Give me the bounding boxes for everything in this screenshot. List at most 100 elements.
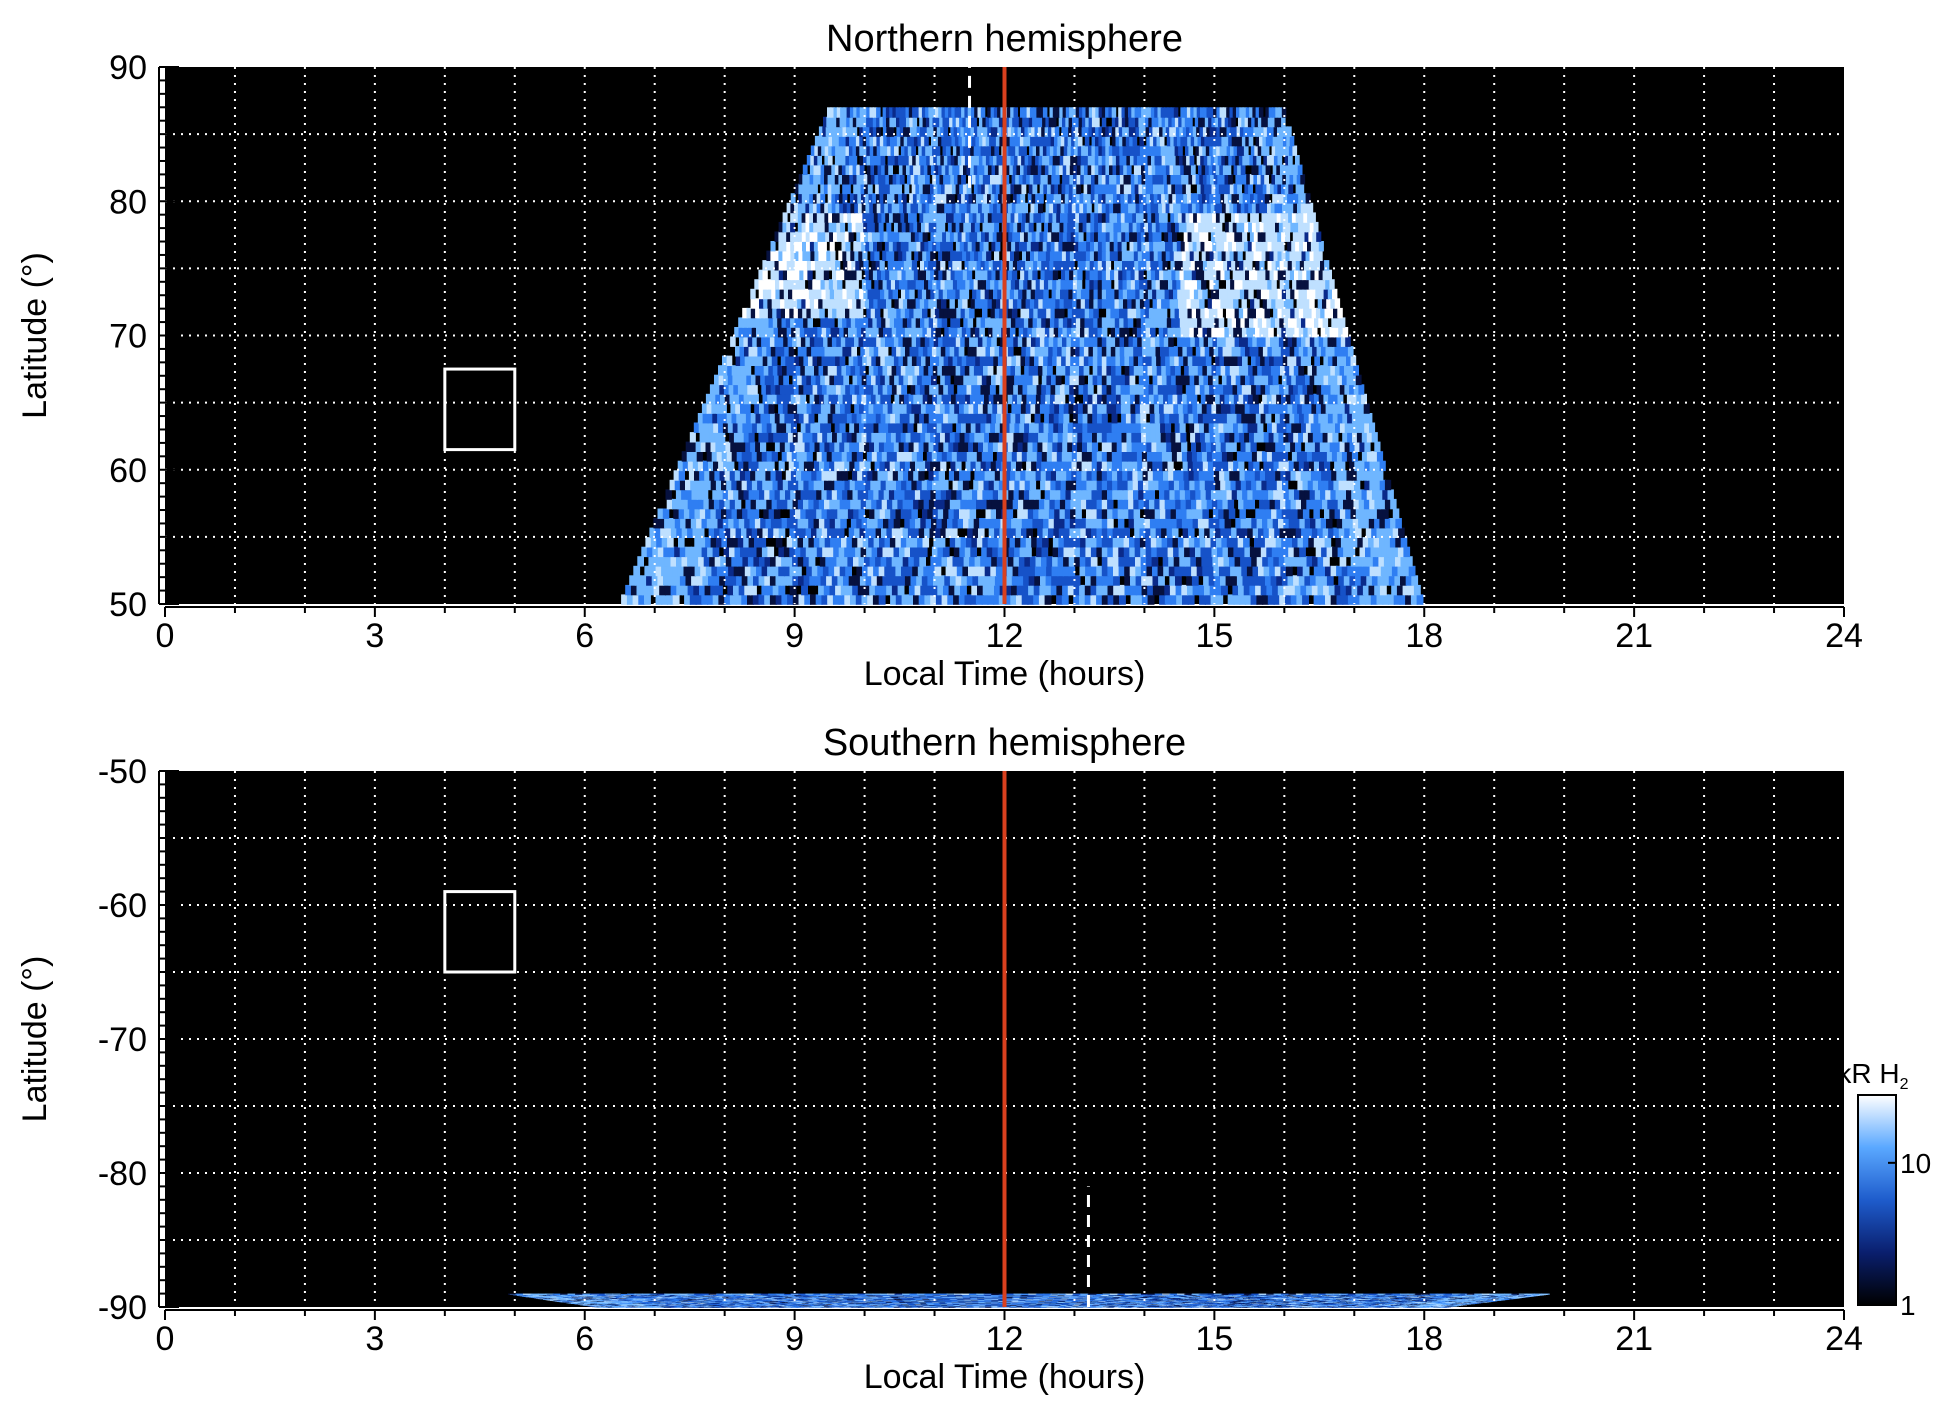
emission-cell bbox=[1133, 489, 1140, 500]
emission-cell bbox=[887, 470, 894, 481]
emission-cell bbox=[1346, 489, 1353, 500]
emission-cell bbox=[676, 527, 683, 538]
emission-cell bbox=[1130, 403, 1137, 414]
emission-cell bbox=[993, 432, 1000, 443]
emission-cell bbox=[893, 441, 900, 452]
emission-cell bbox=[854, 479, 862, 491]
emission-cell bbox=[1168, 479, 1175, 491]
emission-cell bbox=[821, 508, 828, 519]
emission-cell bbox=[753, 575, 760, 586]
emission-cell bbox=[1311, 527, 1319, 538]
emission-cell bbox=[1173, 403, 1180, 414]
emission-cell bbox=[879, 260, 885, 271]
emission-cell bbox=[1366, 489, 1374, 500]
emission-cell bbox=[1339, 422, 1346, 433]
emission-cell bbox=[722, 518, 730, 529]
emission-cell bbox=[973, 565, 981, 577]
emission-cell bbox=[727, 374, 734, 386]
emission-cell bbox=[747, 556, 755, 567]
emission-cell bbox=[1069, 518, 1077, 529]
emission-cell bbox=[831, 470, 838, 481]
emission-cell bbox=[1143, 479, 1150, 491]
emission-cell bbox=[825, 556, 832, 567]
emission-cell bbox=[1185, 565, 1193, 577]
emission-cell bbox=[800, 393, 807, 405]
emission-cell bbox=[987, 537, 995, 548]
emission-cell bbox=[1324, 460, 1331, 472]
emission-cell bbox=[1129, 355, 1135, 366]
emission-cell bbox=[1034, 355, 1040, 366]
emission-cell bbox=[1121, 422, 1128, 433]
emission-cell bbox=[726, 451, 733, 462]
emission-cell bbox=[1055, 374, 1062, 386]
emission-cell bbox=[1018, 498, 1025, 510]
emission-cell bbox=[1355, 575, 1362, 586]
emission-cell bbox=[1339, 317, 1346, 328]
emission-cell bbox=[845, 241, 851, 252]
emission-cell bbox=[936, 422, 943, 433]
emission-cell bbox=[730, 527, 737, 538]
emission-cell bbox=[1133, 508, 1141, 519]
emission-cell bbox=[1159, 413, 1166, 424]
emission-cell bbox=[753, 355, 760, 366]
emission-cell bbox=[911, 451, 918, 462]
emission-cell bbox=[1158, 393, 1165, 405]
emission-cell bbox=[1325, 422, 1332, 433]
emission-cell bbox=[947, 594, 955, 605]
emission-cell bbox=[1052, 441, 1059, 452]
emission-cell bbox=[888, 422, 895, 433]
emission-cell bbox=[1342, 327, 1349, 338]
emission-cell bbox=[1117, 489, 1124, 500]
emission-cell bbox=[958, 556, 965, 567]
emission-cell bbox=[1175, 432, 1182, 443]
emission-cell bbox=[1044, 594, 1052, 605]
emission-cell bbox=[1086, 451, 1093, 462]
emission-cell bbox=[1259, 498, 1266, 510]
emission-cell bbox=[1248, 498, 1255, 510]
emission-cell bbox=[975, 384, 982, 395]
emission-cell bbox=[714, 384, 721, 395]
emission-cell bbox=[1279, 527, 1287, 538]
emission-cell bbox=[1238, 365, 1245, 376]
emission-cell bbox=[1186, 575, 1193, 586]
emission-cell bbox=[940, 432, 947, 443]
emission-cell bbox=[1155, 527, 1163, 538]
emission-cell bbox=[986, 546, 994, 558]
emission-cell bbox=[808, 479, 815, 491]
emission-cell bbox=[1203, 575, 1210, 586]
emission-cell bbox=[1014, 374, 1020, 386]
emission-cell bbox=[970, 355, 977, 366]
emission-cell bbox=[1093, 307, 1099, 319]
emission-cell bbox=[995, 565, 1003, 577]
emission-cell bbox=[1361, 451, 1369, 462]
emission-cell bbox=[1144, 508, 1151, 519]
emission-cell bbox=[1244, 403, 1251, 414]
emission-cell bbox=[825, 422, 832, 433]
emission-cell bbox=[1320, 518, 1328, 529]
emission-cell bbox=[969, 508, 977, 519]
emission-cell bbox=[1231, 575, 1239, 586]
emission-cell bbox=[1156, 451, 1164, 462]
emission-cell bbox=[1344, 422, 1351, 433]
emission-cell bbox=[1262, 489, 1270, 500]
emission-cell bbox=[957, 518, 965, 529]
emission-cell bbox=[712, 594, 720, 605]
emission-cell bbox=[864, 441, 871, 452]
emission-cell bbox=[1381, 527, 1389, 538]
emission-cell bbox=[1233, 422, 1240, 433]
emission-cell bbox=[741, 451, 748, 462]
emission-cell bbox=[767, 527, 775, 538]
emission-cell bbox=[953, 441, 960, 452]
emission-cell bbox=[726, 508, 733, 519]
emission-cell bbox=[1164, 413, 1171, 424]
emission-cell bbox=[1175, 374, 1182, 386]
emission-cell bbox=[792, 537, 799, 548]
emission-cell bbox=[1250, 594, 1258, 605]
emission-cell bbox=[1266, 584, 1274, 596]
emission-cell bbox=[1256, 479, 1263, 491]
emission-cell bbox=[955, 460, 962, 472]
emission-cell bbox=[1124, 374, 1131, 386]
emission-cell bbox=[1072, 422, 1079, 433]
emission-cell bbox=[737, 374, 743, 386]
emission-cell bbox=[1090, 546, 1098, 558]
